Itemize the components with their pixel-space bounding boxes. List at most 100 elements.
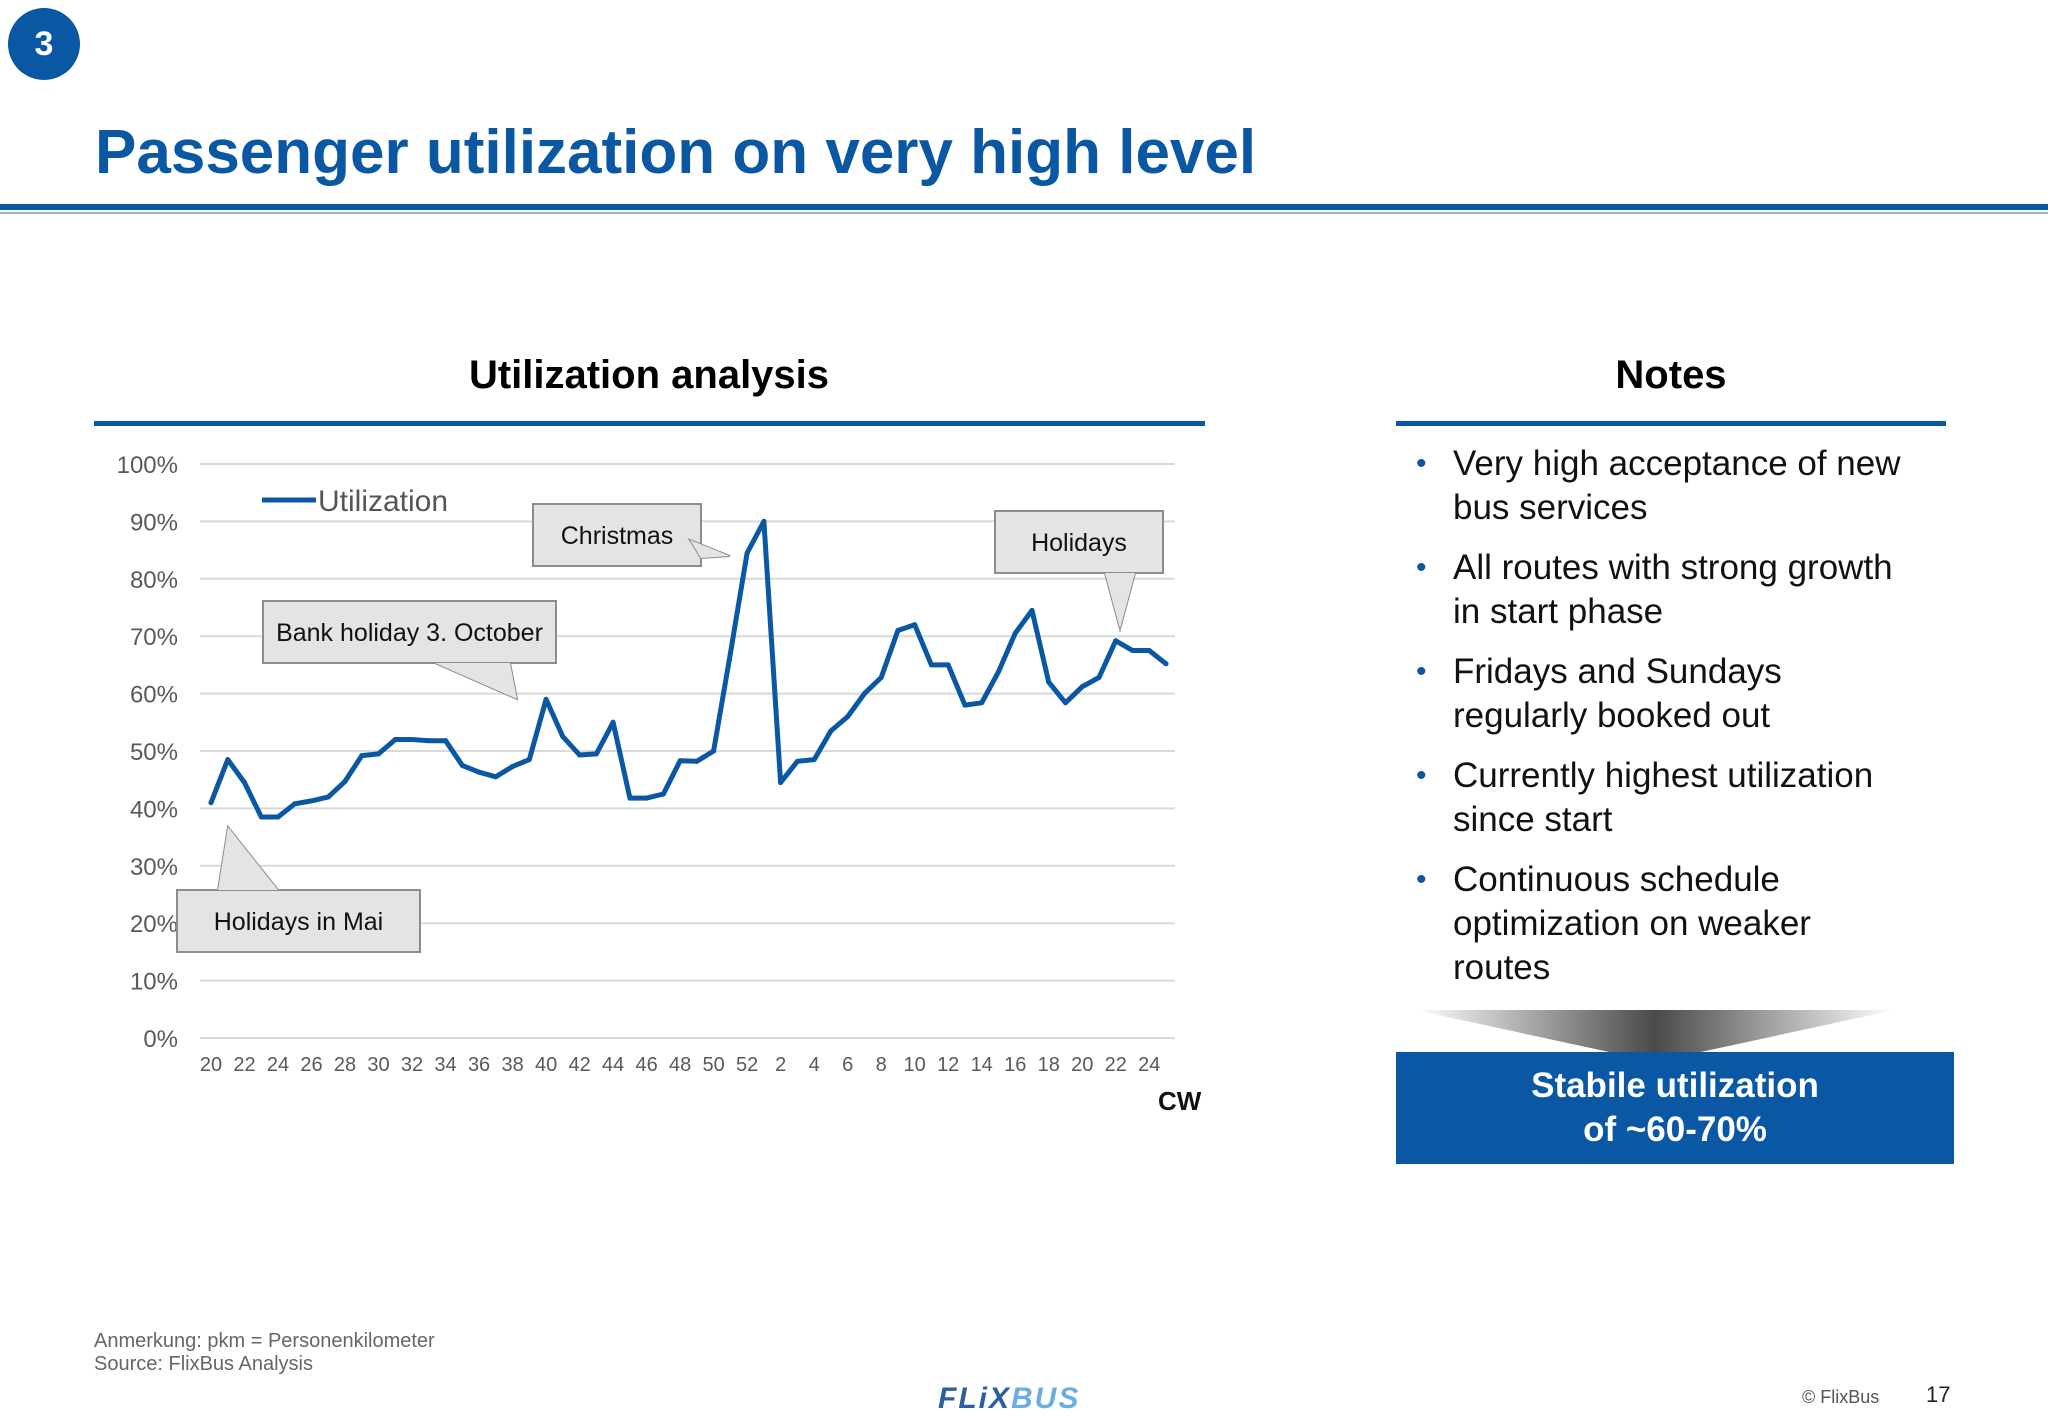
x-tick-label: 18 <box>1038 1054 1060 1076</box>
bullet-icon: • <box>1416 551 1427 584</box>
data-point <box>593 751 599 757</box>
data-point <box>376 751 382 757</box>
x-tick-label: 46 <box>635 1054 657 1076</box>
bullet-icon: • <box>1416 655 1427 688</box>
summary-line-1: Stabile utilization <box>1531 1066 1819 1105</box>
y-tick-label: 50% <box>130 739 178 766</box>
data-point <box>912 622 918 628</box>
bullet-icon: • <box>1416 759 1427 792</box>
callout-label: Holidays in Mai <box>214 908 384 936</box>
chevron-arrow-icon <box>1415 1010 1895 1058</box>
data-point <box>979 700 985 706</box>
chart-series <box>208 518 1169 820</box>
x-tick-label: 14 <box>971 1054 993 1076</box>
footnote-source: Source: FlixBus Analysis <box>94 1353 313 1375</box>
data-point <box>426 738 432 744</box>
x-tick-label: 22 <box>1105 1054 1127 1076</box>
note-item: • All routes with strong growth in start p… <box>1410 546 1970 634</box>
y-tick-label: 30% <box>130 854 178 881</box>
data-point <box>1062 700 1068 706</box>
bullet-icon: • <box>1416 863 1427 896</box>
data-point <box>761 518 767 524</box>
note-line: routes <box>1453 948 1551 987</box>
callout-label: Christmas <box>561 522 674 550</box>
data-point <box>744 550 750 556</box>
data-point <box>493 774 499 780</box>
legend-label-utilization: Utilization <box>318 485 448 518</box>
callout-3: Holidays <box>994 510 1164 633</box>
note-item: • Continuous schedule optimization on weak… <box>1410 858 1970 990</box>
x-tick-label: 40 <box>535 1054 557 1076</box>
data-point <box>1046 679 1052 685</box>
callout-4: Holidays in Mai <box>176 824 421 953</box>
y-tick-label: 0% <box>143 1026 178 1053</box>
notes-section-heading: Notes <box>1615 353 1727 397</box>
data-point <box>694 758 700 764</box>
data-point <box>727 650 733 656</box>
flixbus-logo: FLiXBUS <box>938 1382 1081 1415</box>
data-point <box>275 814 281 820</box>
note-line: regularly booked out <box>1453 696 1771 735</box>
section-number: 3 <box>34 24 54 63</box>
data-point <box>878 675 884 681</box>
data-point <box>1113 638 1119 644</box>
data-point <box>526 757 532 763</box>
data-point <box>258 814 264 820</box>
series-line-utilization <box>208 518 1169 820</box>
chart-section-rule <box>94 421 1205 426</box>
x-tick-label: 4 <box>809 1054 820 1076</box>
data-point <box>928 662 934 668</box>
y-tick-label: 90% <box>130 509 178 536</box>
data-point <box>828 728 834 734</box>
callout-label: Bank holiday 3. October <box>276 619 543 647</box>
data-point <box>392 737 398 743</box>
y-tick-label: 20% <box>130 911 178 938</box>
data-point <box>443 738 449 744</box>
note-line: optimization on weaker <box>1453 904 1811 943</box>
x-tick-label: 36 <box>468 1054 490 1076</box>
data-point <box>242 780 248 786</box>
data-point <box>627 795 633 801</box>
data-point <box>644 795 650 801</box>
data-point <box>711 748 717 754</box>
data-point <box>1012 630 1018 636</box>
note-line: Currently highest utilization <box>1453 756 1874 795</box>
data-point <box>660 791 666 797</box>
data-point <box>1146 648 1152 654</box>
data-point <box>962 702 968 708</box>
y-tick-label: 40% <box>130 796 178 823</box>
data-point <box>359 753 365 759</box>
x-tick-label: 52 <box>736 1054 758 1076</box>
data-point <box>577 752 583 758</box>
data-point <box>1096 675 1102 681</box>
data-point <box>510 763 516 769</box>
x-tick-label: 28 <box>334 1054 356 1076</box>
section-number-badge: 3 <box>8 8 80 80</box>
page-number: 17 <box>1926 1382 1951 1407</box>
x-axis-label: CW <box>1158 1086 1202 1116</box>
callout-1: Christmas <box>532 503 731 567</box>
y-axis-tick-labels: 0% 10% 20% 30% 40% 50% 60% 70% 80% 90% 100% <box>117 452 178 1053</box>
x-tick-label: 2 <box>775 1054 786 1076</box>
copyright: © FlixBus <box>1802 1387 1880 1407</box>
data-point <box>1129 648 1135 654</box>
x-tick-label: 22 <box>233 1054 255 1076</box>
data-point <box>794 758 800 764</box>
x-tick-label: 10 <box>904 1054 926 1076</box>
x-tick-label: 24 <box>1138 1054 1160 1076</box>
note-line: Fridays and Sundays <box>1453 652 1782 691</box>
data-point <box>543 696 549 702</box>
note-line: All routes with strong growth <box>1453 548 1893 587</box>
note-line: in start phase <box>1453 592 1664 631</box>
x-tick-label: 50 <box>703 1054 725 1076</box>
data-point <box>208 800 214 806</box>
title-divider <box>0 204 2048 210</box>
title-divider-shadow <box>0 212 2048 214</box>
note-line: bus services <box>1453 488 1648 527</box>
x-tick-label: 8 <box>876 1054 887 1076</box>
x-tick-label: 42 <box>568 1054 590 1076</box>
data-point <box>225 757 231 763</box>
x-tick-label: 20 <box>200 1054 222 1076</box>
summary-box: Stabile utilization of ~60-70% <box>1396 1052 1954 1164</box>
